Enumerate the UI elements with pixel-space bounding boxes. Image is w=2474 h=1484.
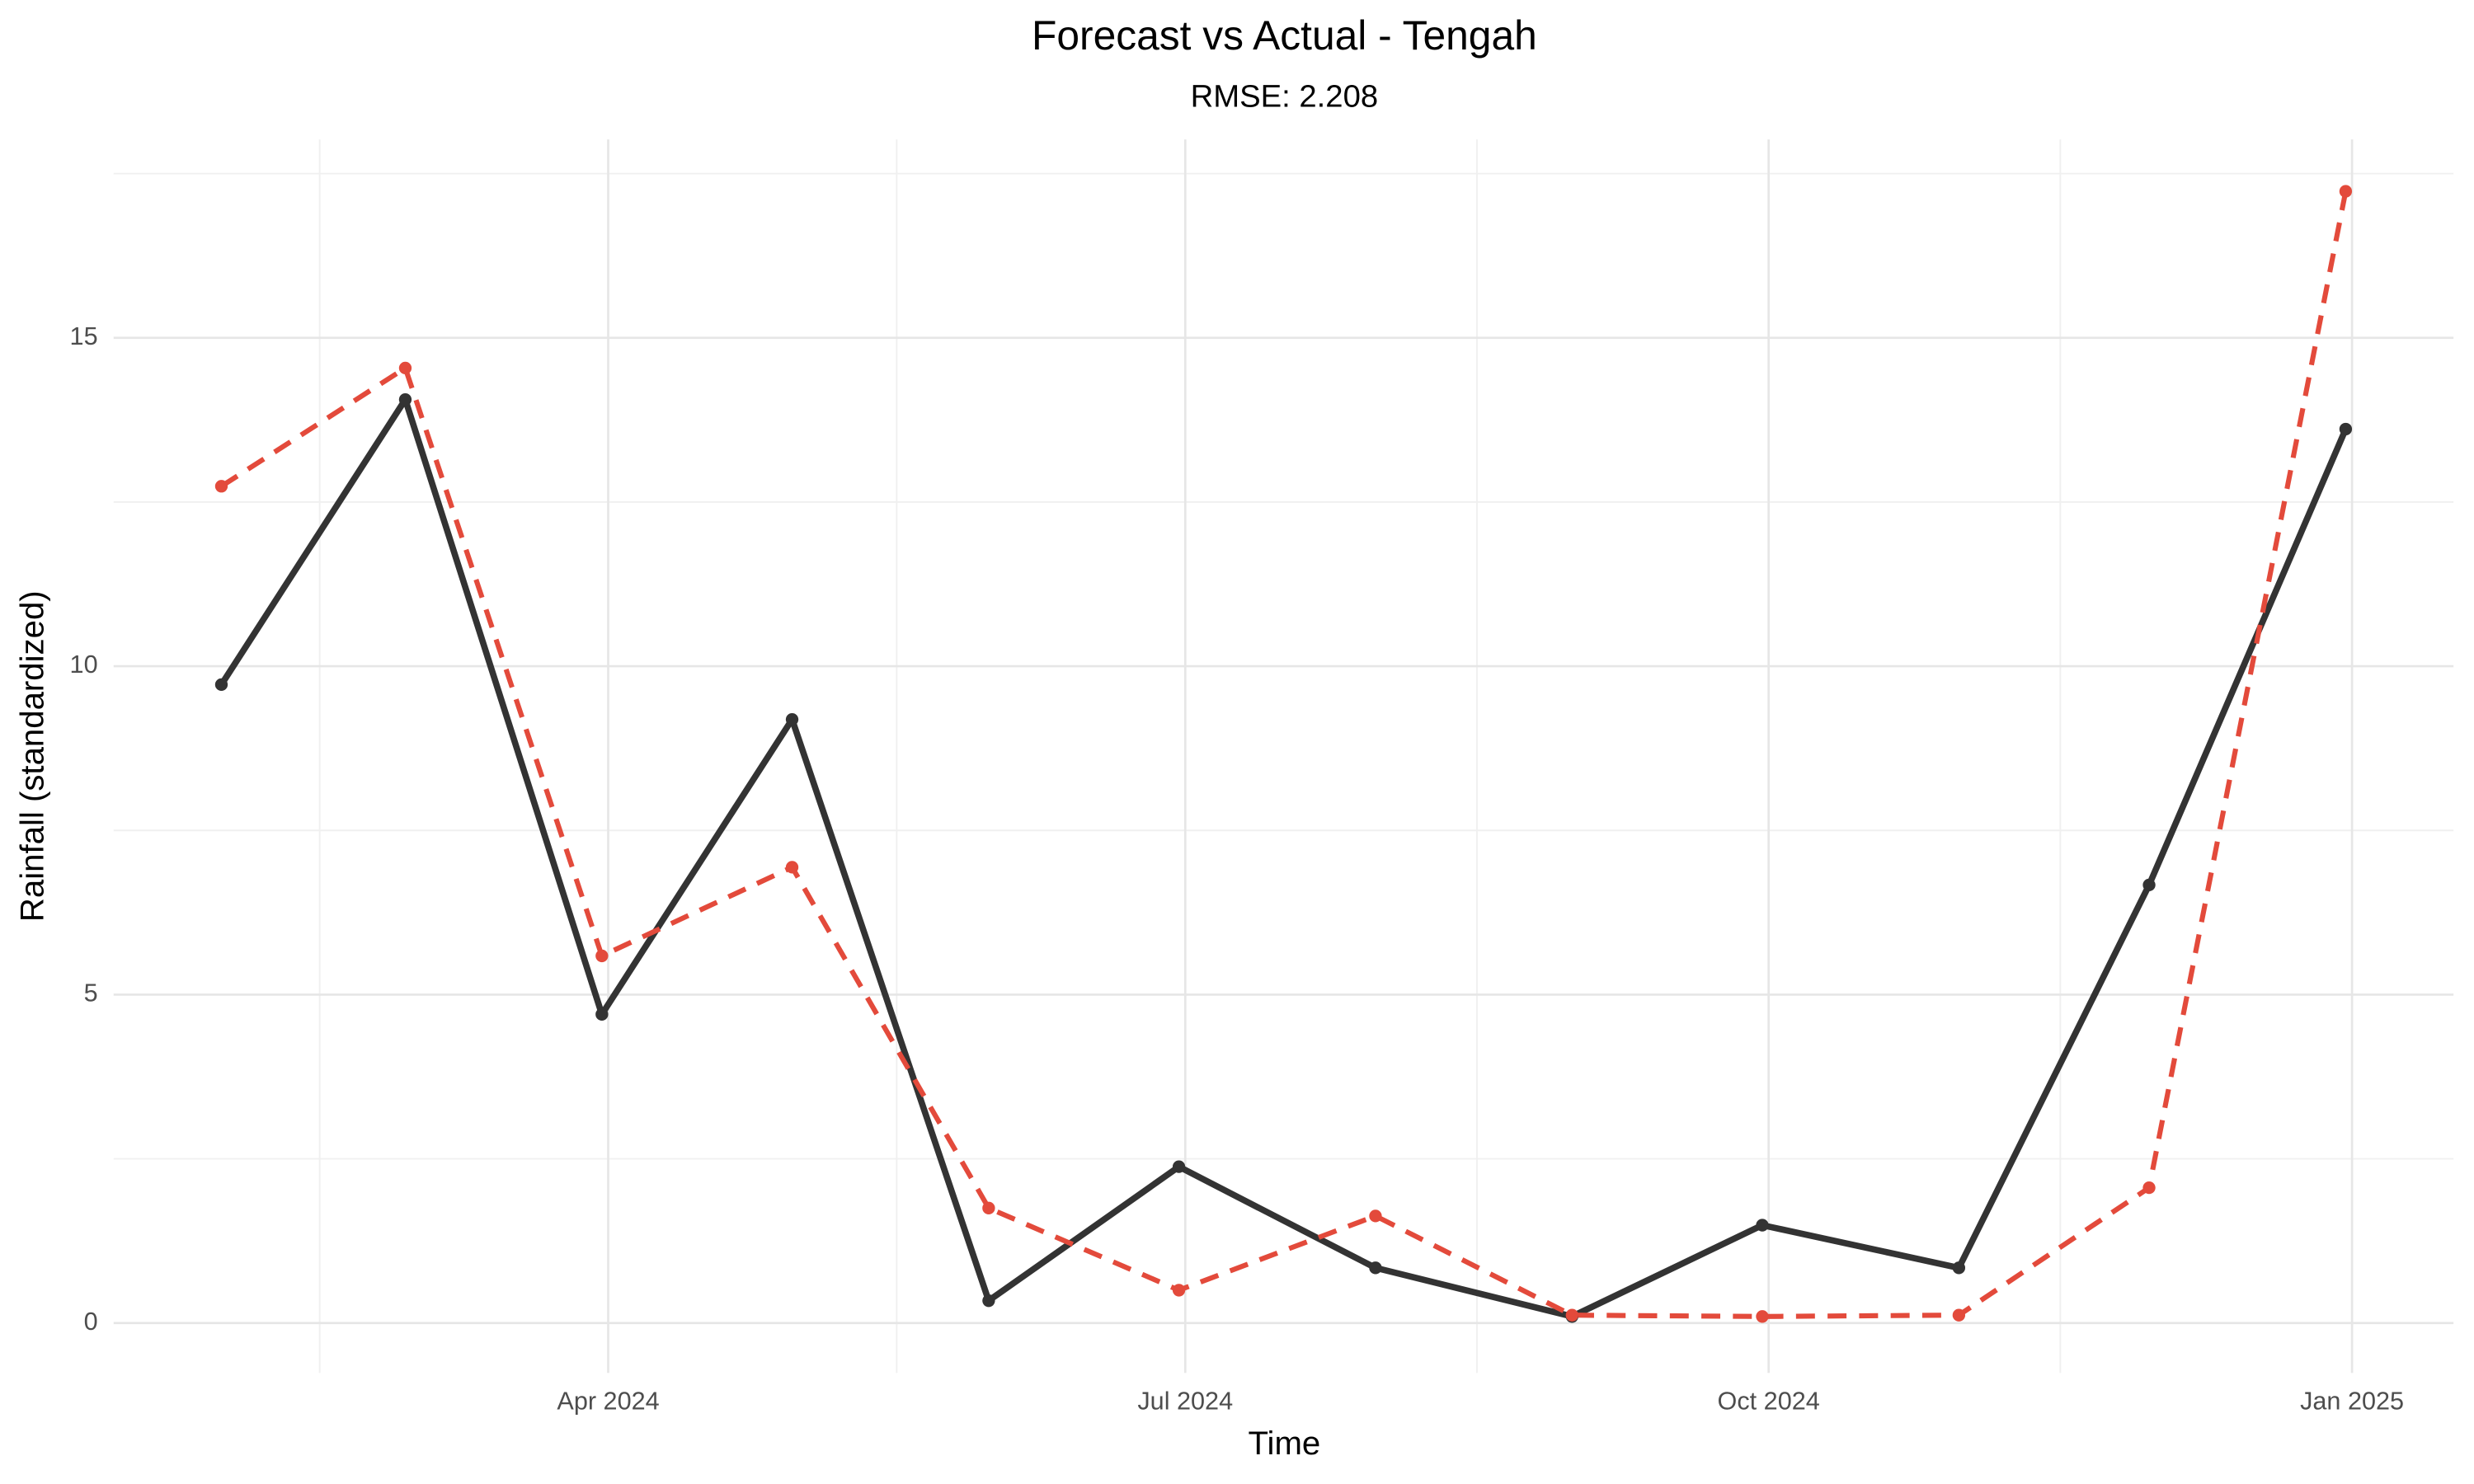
- data-point: [1172, 1284, 1186, 1297]
- data-point: [785, 712, 799, 726]
- data-point: [2142, 1181, 2156, 1195]
- data-point: [982, 1201, 995, 1214]
- data-point: [595, 1007, 609, 1021]
- marks: [214, 185, 2353, 1323]
- x-tick-label: Jul 2024: [1137, 1388, 1233, 1416]
- data-point: [1756, 1310, 1769, 1323]
- chart-subtitle: RMSE: 2.208: [1191, 78, 1378, 114]
- data-point: [1952, 1261, 1966, 1275]
- data-point: [2339, 185, 2353, 198]
- data-point: [785, 861, 799, 874]
- data-point: [1952, 1308, 1966, 1322]
- data-point: [2142, 878, 2156, 892]
- data-point: [398, 392, 412, 406]
- data-point: [1369, 1209, 1382, 1223]
- y-tick-label: 0: [84, 1308, 98, 1336]
- series-line: [219, 396, 2349, 1320]
- y-tick-label: 15: [70, 322, 98, 350]
- y-axis-title: Rainfall (standardized): [14, 590, 51, 922]
- x-tick-label: Oct 2024: [1718, 1388, 1820, 1416]
- data-point: [982, 1294, 995, 1308]
- chart-title: Forecast vs Actual - Tengah: [1032, 12, 1537, 59]
- x-tick-label: Jan 2025: [2300, 1388, 2404, 1416]
- data-point: [2339, 422, 2353, 436]
- data-point: [1756, 1219, 1769, 1232]
- data-point: [1172, 1160, 1186, 1173]
- x-axis-title: Time: [1249, 1425, 1321, 1462]
- y-tick-label: 5: [84, 979, 98, 1007]
- data-point: [1369, 1261, 1382, 1275]
- data-point: [595, 949, 609, 963]
- series-line: [219, 190, 2349, 1319]
- data-point: [214, 678, 228, 692]
- data-point: [214, 480, 228, 493]
- data-point: [1565, 1308, 1578, 1322]
- y-tick-label: 10: [70, 650, 98, 679]
- x-tick-label: Apr 2024: [557, 1388, 659, 1416]
- data-point: [398, 361, 412, 375]
